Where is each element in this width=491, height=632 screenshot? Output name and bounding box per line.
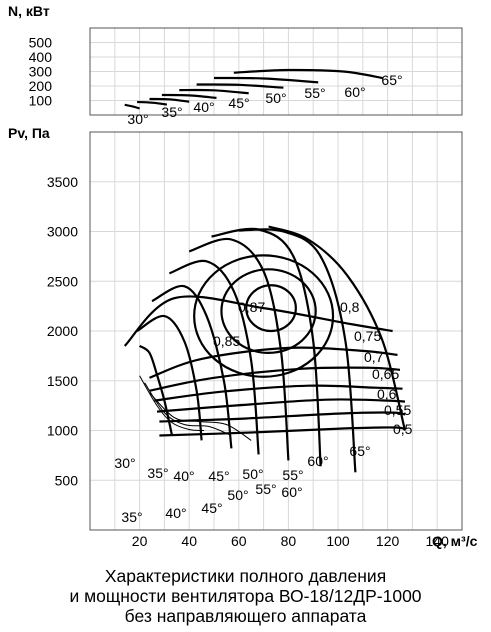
power-curve-7 [233,68,383,80]
pressure-tick-label: 2000 [47,323,78,339]
pressure-tick-label: 2500 [47,273,78,289]
blade-angle-label: 55° [282,467,303,483]
blade-angle-label: 30° [114,455,135,471]
blade-angle-label-lower: 50° [227,487,248,503]
pressure-tick-label: 1000 [47,423,78,439]
power-curve-0 [124,103,140,110]
power-tick-label: 200 [29,78,53,94]
surge-line-2 [149,392,252,441]
blade-angle-label-lower: 60° [281,484,302,500]
pressure-curve-7 [268,225,407,431]
pressure-curve-11 [154,384,403,402]
blade-angle-label: 35° [147,465,168,481]
power-curve-label: 65° [381,72,402,88]
power-curve-label: 35° [161,104,182,120]
power-curve-6 [213,76,319,84]
power-plot-frame [89,27,463,116]
power-curve-label: 50° [265,90,286,106]
power-curve-2 [149,97,190,103]
power-curve-4 [179,88,249,95]
efficiency-label: 0,85 [213,333,240,349]
flow-axis-title: Q, м³/с [432,533,478,549]
power-curve-label: 45° [228,95,249,111]
power-curve-1 [137,100,168,106]
flow-tick-label: 80 [281,533,297,549]
caption-line-3: без направляющего аппарата [124,606,367,626]
flow-tick-label: 100 [326,533,350,549]
pressure-curve-14 [159,426,406,437]
caption-line-1: Характеристики полного давления [104,566,387,586]
pressure-tick-label: 3500 [47,174,78,190]
efficiency-contour-1 [220,268,317,354]
caption-line-2: и мощности вентилятора ВО-18/12ДР-1000 [69,586,422,606]
power-curve-label: 40° [193,99,214,115]
power-curve-label: 30° [127,111,148,127]
efficiency-label: 0,7 [364,349,384,365]
blade-angle-label: 40° [173,468,194,484]
figure-caption: Характеристики полного давления и мощнос… [0,566,491,626]
power-curve-3 [161,93,217,99]
blade-angle-label-lower: 55° [255,481,276,497]
power-tick-label: 100 [29,93,53,109]
efficiency-label: 0,75 [354,328,381,344]
pressure-curve-9 [149,346,398,379]
pressure-axis-title: Pv, Па [8,125,50,141]
efficiency-label: 0,87 [238,299,265,315]
efficiency-contour-2 [193,254,335,378]
pressure-curve-4 [188,237,290,461]
pressure-tick-label: 3000 [47,224,78,240]
power-curve-label: 60° [344,84,365,100]
efficiency-label: 0,55 [384,402,411,418]
power-axis-title: N, кВт [8,3,50,19]
power-tick-label: 300 [29,64,53,80]
pressure-curve-6 [238,228,357,473]
pressure-tick-label: 1500 [47,373,78,389]
surge-line-0 [139,375,205,431]
efficiency-label: 0,5 [393,421,413,437]
power-curve-5 [196,83,284,89]
flow-tick-label: 20 [132,533,148,549]
blade-angle-label: 65° [349,443,370,459]
flow-tick-label: 40 [181,533,197,549]
efficiency-contour-0 [245,284,297,333]
pressure-curve-1 [136,314,203,441]
pressure-curve-10 [149,366,401,392]
blade-angle-label: 50° [242,466,263,482]
surge-line-1 [144,382,230,435]
blade-angle-label-lower: 45° [201,500,222,516]
pressure-curve-3 [168,259,260,455]
pressure-plot-frame [89,131,463,531]
blade-angle-label: 45° [208,468,229,484]
efficiency-label: 0,65 [372,366,399,382]
power-tick-label: 400 [29,49,53,65]
pressure-curve-13 [159,411,406,423]
pressure-curve-8 [123,295,393,347]
flow-tick-label: 60 [231,533,247,549]
blade-angle-label: 60° [307,453,328,469]
efficiency-label: 0,6 [377,386,397,402]
blade-angle-label-lower: 40° [165,505,186,521]
efficiency-label: 0,8 [340,299,360,315]
power-tick-label: 500 [29,35,53,51]
pressure-curve-12 [156,398,406,413]
blade-angle-label-lower: 35° [121,509,142,525]
flow-tick-label: 120 [376,533,400,549]
flow-tick-label: 140 [426,533,450,549]
pressure-tick-label: 500 [55,472,79,488]
power-curve-label: 55° [304,85,325,101]
